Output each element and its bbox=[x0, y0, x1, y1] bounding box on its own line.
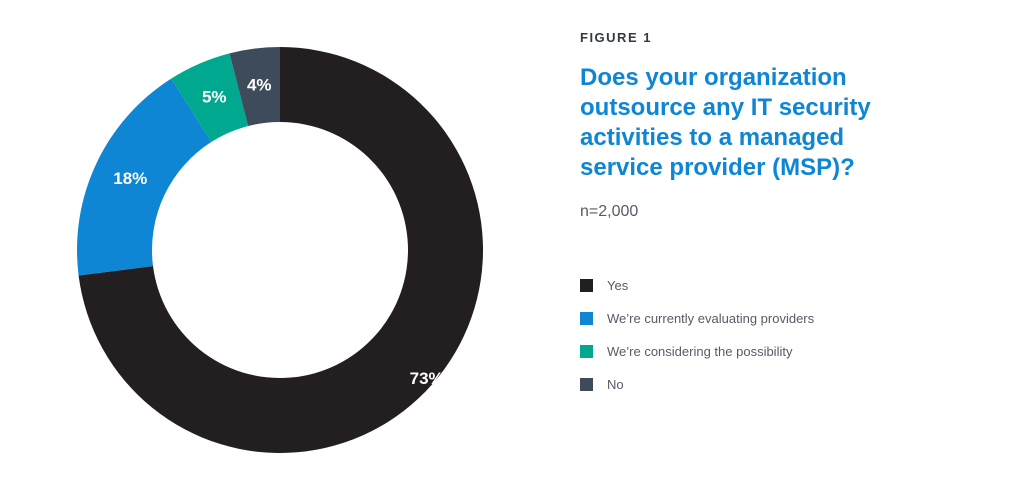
figure-label: FIGURE 1 bbox=[580, 30, 652, 45]
legend-swatch-no bbox=[580, 377, 593, 391]
legend-label-yes: Yes bbox=[607, 277, 629, 293]
donut-slice-considering bbox=[171, 53, 249, 142]
legend-label-considering: We’re considering the possibility bbox=[607, 343, 793, 359]
donut-chart: 73% 18% 5% 4% bbox=[60, 30, 500, 470]
donut-slice-yes bbox=[78, 47, 484, 453]
data-label-evaluating: 18% bbox=[113, 169, 147, 188]
data-label-considering: 5% bbox=[202, 88, 227, 107]
sample-size: n=2,000 bbox=[580, 203, 639, 220]
donut-slice-no bbox=[229, 47, 280, 127]
legend-label-evaluating: We’re currently evaluating providers bbox=[607, 310, 815, 326]
legend-swatch-yes bbox=[580, 278, 593, 292]
data-label-yes: 73% bbox=[410, 369, 444, 388]
info-panel: FIGURE 1 Does your organization outsourc… bbox=[580, 30, 1000, 409]
chart-title: Does your organization outsource any IT … bbox=[580, 64, 871, 181]
data-label-no: 4% bbox=[247, 75, 272, 94]
legend-label-no: No bbox=[607, 376, 624, 392]
legend-item-evaluating: We’re currently evaluating providers bbox=[580, 310, 1000, 326]
chart-legend: Yes We’re currently evaluating providers… bbox=[580, 277, 1000, 392]
donut-slice-evaluating bbox=[76, 78, 212, 276]
legend-item-no: No bbox=[580, 376, 1000, 392]
donut-chart-svg: 73% 18% 5% 4% bbox=[76, 47, 484, 453]
legend-item-considering: We’re considering the possibility bbox=[580, 343, 1000, 359]
legend-swatch-evaluating bbox=[580, 311, 593, 325]
legend-item-yes: Yes bbox=[580, 277, 1000, 293]
legend-swatch-considering bbox=[580, 344, 593, 358]
